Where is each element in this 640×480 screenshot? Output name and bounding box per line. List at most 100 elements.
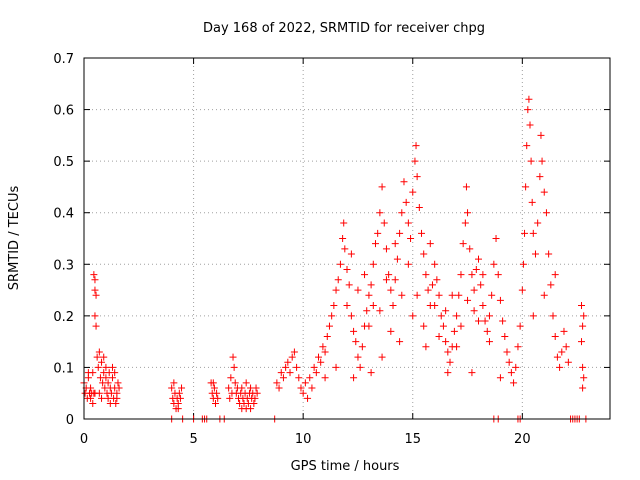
y-tick-label: 0	[66, 413, 74, 428]
data-point	[251, 394, 259, 402]
data-point	[542, 209, 550, 217]
data-point	[91, 286, 99, 294]
data-point	[525, 95, 533, 103]
data-point	[214, 394, 222, 402]
data-point	[282, 363, 290, 371]
data-point	[545, 250, 553, 258]
data-point	[400, 178, 408, 186]
y-tick-label: 0.3	[53, 258, 74, 273]
data-point	[330, 302, 338, 310]
data-point	[404, 219, 412, 227]
data-point	[325, 322, 333, 330]
data-point	[580, 374, 588, 382]
data-point	[312, 369, 320, 377]
data-point	[343, 302, 351, 310]
data-point	[363, 307, 371, 315]
data-point	[479, 271, 487, 279]
data-point	[345, 281, 353, 289]
data-point	[380, 219, 388, 227]
data-point	[350, 327, 358, 335]
data-point	[393, 255, 401, 263]
data-point	[472, 265, 480, 273]
data-point	[114, 379, 122, 387]
data-point	[210, 384, 218, 392]
data-point	[413, 291, 421, 299]
data-point	[310, 363, 318, 371]
data-point	[579, 363, 587, 371]
data-point	[365, 322, 373, 330]
data-point	[306, 374, 314, 382]
data-point	[505, 358, 513, 366]
data-point	[341, 245, 349, 253]
data-point	[398, 209, 406, 217]
data-point	[444, 348, 452, 356]
data-point	[178, 384, 186, 392]
data-point	[435, 291, 443, 299]
data-point	[297, 384, 305, 392]
data-point	[415, 204, 423, 212]
data-point	[376, 209, 384, 217]
data-point	[549, 312, 557, 320]
data-point	[420, 322, 428, 330]
y-axis-label: SRMTID / TECUs	[7, 186, 22, 291]
data-point	[175, 389, 183, 397]
data-point	[113, 394, 121, 402]
data-point	[367, 281, 375, 289]
data-point	[170, 379, 178, 387]
data-point	[328, 312, 336, 320]
data-point	[529, 312, 537, 320]
data-point	[459, 240, 467, 248]
data-point	[512, 363, 520, 371]
data-point	[104, 394, 112, 402]
data-point	[299, 389, 307, 397]
data-point	[315, 353, 323, 361]
data-point	[319, 343, 327, 351]
data-point	[453, 312, 461, 320]
x-tick-label: 0	[80, 432, 88, 447]
data-point	[87, 384, 95, 392]
data-point	[470, 307, 478, 315]
data-point	[321, 374, 329, 382]
tick-layer: 0 0.1 0.2 0.3 0.4 0.5 0.6 0.7 0 5 10 15 20	[53, 52, 610, 447]
data-point	[470, 286, 478, 294]
data-point	[374, 229, 382, 237]
data-point	[409, 188, 417, 196]
data-point	[418, 229, 426, 237]
data-point	[95, 389, 103, 397]
data-point	[317, 358, 325, 366]
data-point	[411, 157, 419, 165]
data-point	[87, 394, 95, 402]
data-point	[334, 276, 342, 284]
data-point	[284, 358, 292, 366]
data-point	[409, 312, 417, 320]
x-tick-label: 15	[404, 432, 421, 447]
data-point	[92, 322, 100, 330]
data-point	[428, 281, 436, 289]
data-point	[225, 384, 233, 392]
data-point	[212, 400, 219, 408]
data-point	[91, 276, 99, 284]
data-point	[102, 374, 110, 382]
data-point	[519, 260, 527, 268]
data-point	[98, 358, 106, 366]
y-tick-label: 0.2	[53, 310, 74, 325]
data-point	[558, 348, 566, 356]
chart-title: Day 168 of 2022, SRMTID for receiver chp…	[203, 21, 485, 36]
data-point	[396, 229, 404, 237]
data-point	[273, 379, 281, 387]
data-point	[510, 379, 518, 387]
data-point	[556, 363, 564, 371]
data-point	[402, 198, 410, 206]
data-point	[89, 400, 97, 408]
data-point	[475, 317, 482, 325]
data-point	[444, 369, 452, 377]
data-point	[350, 374, 358, 382]
data-point	[431, 302, 439, 310]
data-point	[100, 353, 108, 361]
data-point	[531, 250, 539, 258]
data-point	[369, 260, 377, 268]
data-point	[490, 260, 498, 268]
data-point	[479, 302, 487, 310]
data-point	[365, 291, 373, 299]
data-point	[457, 322, 465, 330]
